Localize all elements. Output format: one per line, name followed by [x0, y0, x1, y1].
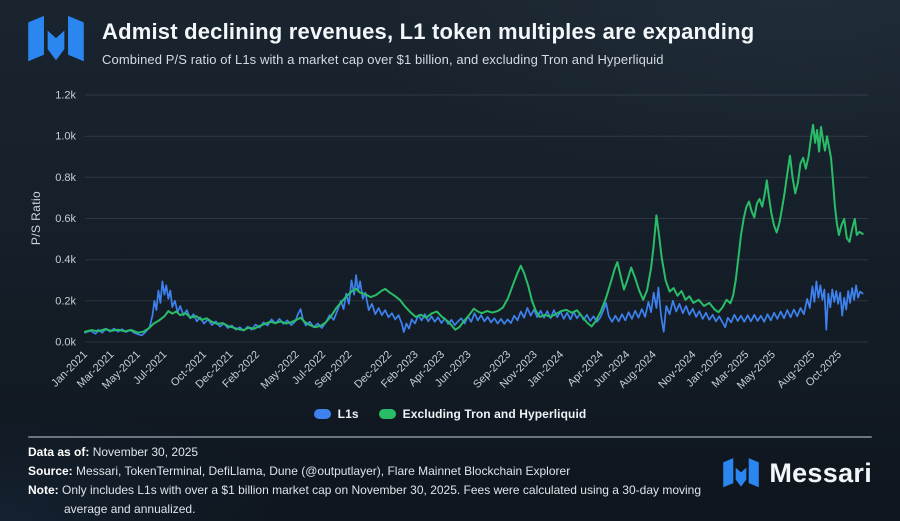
series-line-l1s — [84, 274, 864, 337]
chart-legend: L1s Excluding Tron and Hyperliquid — [0, 407, 900, 421]
series-lines — [84, 123, 864, 337]
note-value: Only includes L1s with over a $1 billion… — [58, 483, 702, 516]
legend-label-excluding: Excluding Tron and Hyperliquid — [402, 407, 587, 421]
data-as-of-line: Data as of: November 30, 2025 — [28, 443, 740, 462]
y-axis-ticks: 0.0k 0.2k 0.4k 0.6k 0.8k 1.0k 1.2k — [55, 90, 76, 349]
source-label: Source: — [28, 464, 73, 478]
legend-swatch-excluding — [378, 409, 396, 419]
footer-brand: Messari — [723, 457, 872, 489]
gridlines — [85, 94, 868, 343]
page-subtitle: Combined P/S ratio of L1s with a market … — [102, 52, 664, 67]
y-tick-label: 0.0k — [55, 337, 76, 349]
footer-notes: Data as of: November 30, 2025 Source: Me… — [28, 443, 740, 519]
y-tick-label: 0.6k — [55, 213, 76, 225]
y-tick-label: 1.0k — [55, 131, 76, 143]
brand-wordmark: Messari — [769, 457, 872, 488]
legend-item-excluding: Excluding Tron and Hyperliquid — [378, 407, 587, 421]
data-as-of-value: November 30, 2025 — [89, 445, 199, 459]
note-line: Note: Only includes L1s with over a $1 b… — [28, 481, 740, 519]
footer-divider — [28, 436, 872, 438]
data-as-of-label: Data as of: — [28, 445, 90, 459]
messari-footer-logo-icon — [723, 458, 760, 488]
y-tick-label: 0.4k — [55, 254, 76, 266]
header-titles: Admist declining revenues, L1 token mult… — [102, 12, 754, 67]
y-axis-title: P/S Ratio — [29, 191, 43, 245]
ps-ratio-chart: 0.0k 0.2k 0.4k 0.6k 0.8k 1.0k 1.2k Jan-2021Mar… — [29, 90, 868, 392]
page-title: Admist declining revenues, L1 token mult… — [102, 19, 755, 44]
source-value: Messari, TokenTerminal, DefiLlama, Dune … — [72, 464, 571, 478]
legend-item-l1s: L1s — [313, 407, 359, 421]
header: Admist declining revenues, L1 token mult… — [28, 12, 754, 67]
y-tick-label: 1.2k — [55, 90, 76, 102]
note-label: Note: — [28, 483, 59, 497]
legend-swatch-l1s — [313, 409, 331, 419]
y-tick-label: 0.8k — [55, 172, 76, 184]
source-line: Source: Messari, TokenTerminal, DefiLlam… — [28, 462, 740, 481]
y-tick-label: 0.2k — [55, 295, 76, 307]
x-tick-label: May-2022 — [259, 349, 302, 392]
legend-label-l1s: L1s — [337, 407, 359, 421]
series-line-excluding-tron-and-hyperliquid — [84, 123, 864, 334]
messari-logo-icon — [28, 15, 84, 62]
